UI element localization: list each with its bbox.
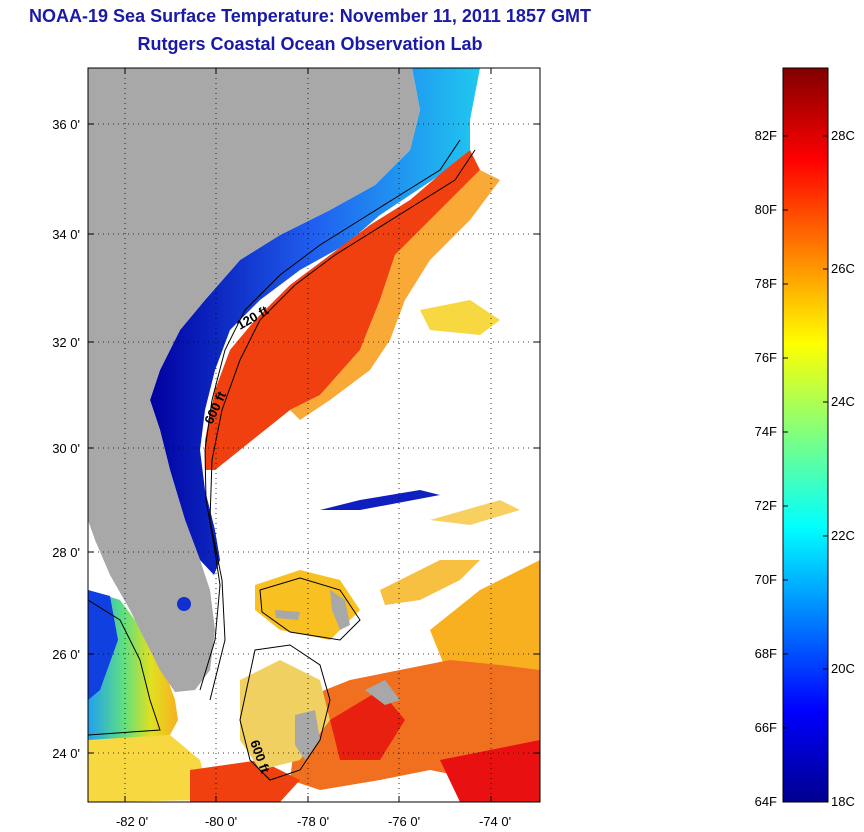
colorbar-c-18: 18C	[831, 794, 855, 809]
island-eleuthera	[365, 680, 400, 705]
contour-shelf	[88, 599, 161, 736]
lon-label-74: -74 0'	[478, 814, 512, 829]
colorbar-f-74: 74F	[754, 424, 777, 439]
map-subtitle: Rutgers Coastal Ocean Observation Lab	[137, 34, 483, 54]
colorbar	[782, 67, 829, 803]
colorbar-c-26: 26C	[831, 261, 855, 276]
colorbar-f-78: 78F	[754, 276, 777, 291]
lon-label-80: -80 0'	[204, 814, 238, 829]
contour-600ft	[209, 149, 476, 701]
land-mainland	[88, 68, 420, 692]
colorbar-c-24: 24C	[831, 394, 855, 409]
island-abaco	[330, 590, 350, 630]
gulf-stream-edge	[290, 170, 500, 420]
gulf-stream	[205, 150, 480, 470]
frame-ticks	[88, 68, 540, 802]
contour-120ft	[199, 139, 461, 691]
sst-east	[430, 560, 540, 690]
warm-patch-1	[420, 300, 500, 335]
colorbar-c-22: 22C	[831, 528, 855, 543]
sst-streak-1	[380, 560, 480, 605]
lat-label-26: 26 0'	[52, 647, 80, 662]
colorbar-f-76: 76F	[754, 350, 777, 365]
island-grand-bahama	[275, 610, 300, 620]
lat-label-36: 36 0'	[52, 117, 80, 132]
sst-bottom	[190, 760, 300, 802]
gulf-deep	[88, 590, 118, 700]
lon-label-76: -76 0'	[387, 814, 421, 829]
colorbar-f-72: 72F	[754, 498, 777, 513]
colorbar-f-66: 66F	[754, 720, 777, 735]
island-andros	[295, 710, 320, 760]
lat-label-24: 24 0'	[52, 746, 80, 761]
colorbar-ticks	[783, 135, 828, 729]
colorbar-f-64: 64F	[754, 794, 777, 809]
colorbar-f-82: 82F	[754, 128, 777, 143]
map-title: NOAA-19 Sea Surface Temperature: Novembe…	[29, 6, 591, 26]
lat-label-32: 32 0'	[52, 335, 80, 350]
lon-label-82: -82 0'	[115, 814, 149, 829]
map-frame	[87, 67, 541, 803]
keys-south	[88, 735, 210, 802]
lat-label-28: 28 0'	[52, 545, 80, 560]
contour-bahamas	[259, 577, 361, 641]
graticule	[88, 68, 540, 802]
contour-banks	[239, 644, 331, 781]
lake-okeechobee	[177, 597, 191, 611]
colorbar-f-70: 70F	[754, 572, 777, 587]
colorbar-f-80: 80F	[754, 202, 777, 217]
sst-streak-2	[430, 500, 520, 525]
sst-south-red	[330, 690, 405, 760]
sst-bottom-right	[440, 740, 540, 802]
colorbar-c-28: 28C	[831, 128, 855, 143]
lon-label-78: -78 0'	[296, 814, 330, 829]
colorbar-c-20: 20C	[831, 661, 855, 676]
sst-streak-3	[320, 490, 440, 510]
lat-label-30: 30 0'	[52, 441, 80, 456]
colorbar-f-68: 68F	[754, 646, 777, 661]
nearshore-cold	[150, 68, 480, 575]
sst-bahamas	[255, 570, 360, 640]
lat-label-34: 34 0'	[52, 227, 80, 242]
